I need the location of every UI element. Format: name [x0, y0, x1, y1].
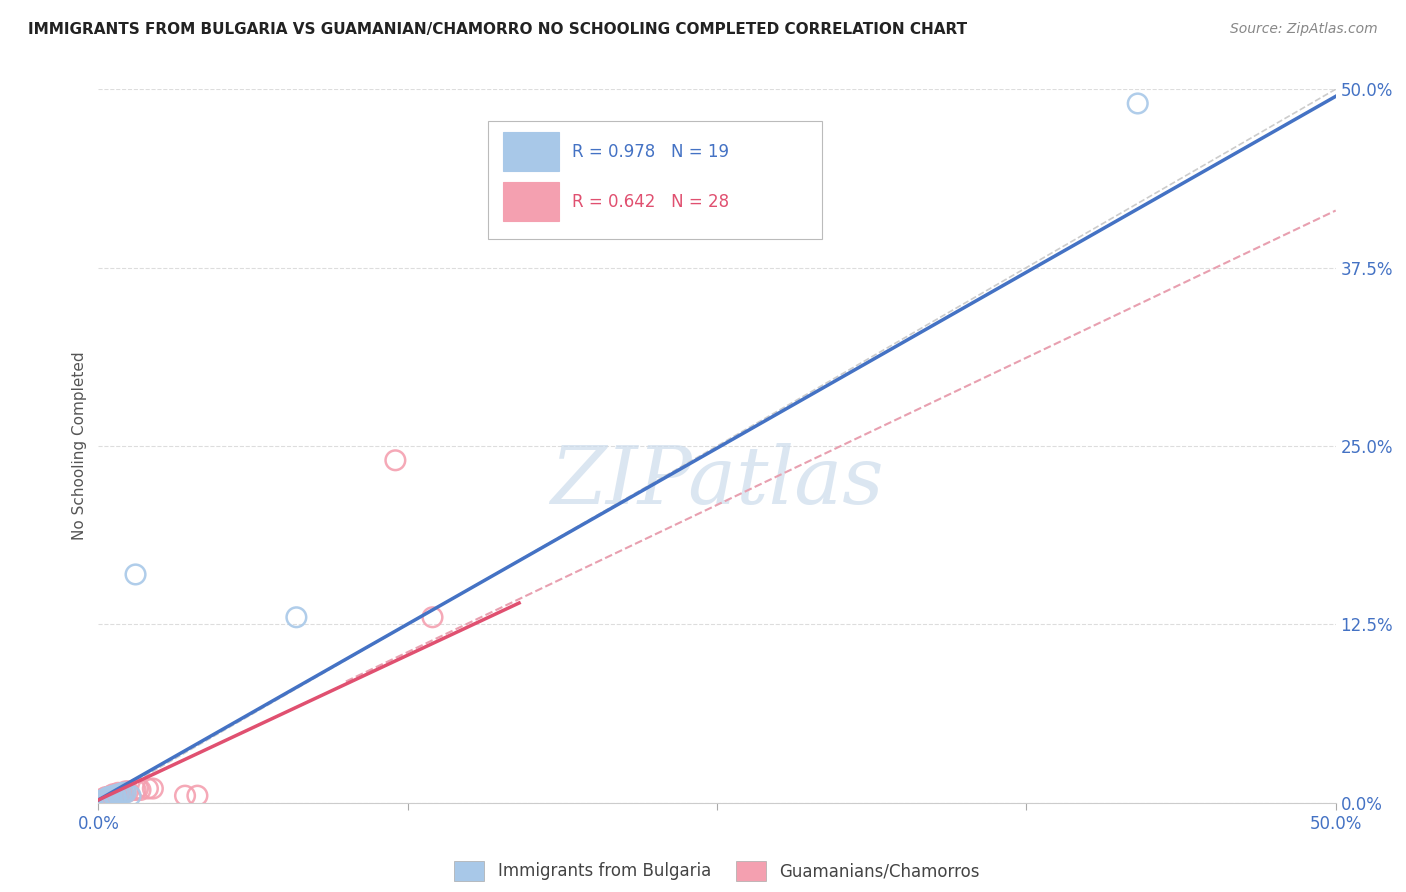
- Point: [112, 786, 135, 800]
- Point: [100, 790, 122, 805]
- Text: R = 0.978   N = 19: R = 0.978 N = 19: [572, 143, 730, 161]
- FancyBboxPatch shape: [488, 121, 823, 239]
- Point: [107, 789, 129, 803]
- Point: [97, 791, 120, 805]
- Point: [93, 791, 115, 805]
- Point: [114, 784, 136, 798]
- Point: [112, 786, 135, 800]
- Point: [93, 793, 115, 807]
- Point: [107, 786, 129, 800]
- Point: [110, 787, 132, 801]
- Point: [93, 793, 115, 807]
- Point: [94, 791, 117, 805]
- Point: [104, 790, 127, 805]
- Point: [129, 783, 152, 797]
- Point: [136, 781, 159, 796]
- Bar: [503, 132, 558, 171]
- Text: R = 0.642   N = 28: R = 0.642 N = 28: [572, 193, 730, 211]
- Text: IMMIGRANTS FROM BULGARIA VS GUAMANIAN/CHAMORRO NO SCHOOLING COMPLETED CORRELATIO: IMMIGRANTS FROM BULGARIA VS GUAMANIAN/CH…: [28, 22, 967, 37]
- Point: [97, 790, 120, 805]
- Point: [127, 781, 149, 796]
- Y-axis label: No Schooling Completed: No Schooling Completed: [72, 351, 87, 541]
- Point: [120, 789, 142, 803]
- Point: [94, 790, 117, 805]
- Point: [90, 793, 112, 807]
- Point: [384, 453, 406, 467]
- Text: ZIPatlas: ZIPatlas: [550, 443, 884, 520]
- Point: [142, 781, 165, 796]
- Point: [100, 789, 122, 803]
- Point: [104, 789, 127, 803]
- Point: [100, 791, 122, 805]
- Point: [94, 791, 117, 805]
- Point: [104, 787, 127, 801]
- Point: [117, 784, 139, 798]
- Point: [110, 787, 132, 801]
- Point: [114, 786, 136, 800]
- Bar: [503, 182, 558, 221]
- Point: [94, 793, 117, 807]
- Point: [90, 794, 112, 808]
- Point: [422, 610, 444, 624]
- Point: [124, 783, 146, 797]
- Point: [97, 791, 120, 805]
- Point: [103, 789, 125, 803]
- Legend: Immigrants from Bulgaria, Guamanians/Chamorros: Immigrants from Bulgaria, Guamanians/Cha…: [447, 855, 987, 888]
- Point: [97, 790, 120, 805]
- Point: [90, 794, 112, 808]
- Point: [186, 789, 208, 803]
- Point: [107, 787, 129, 801]
- Text: Source: ZipAtlas.com: Source: ZipAtlas.com: [1230, 22, 1378, 37]
- Point: [100, 790, 122, 805]
- Point: [174, 789, 197, 803]
- Point: [103, 787, 125, 801]
- Point: [285, 610, 308, 624]
- Point: [1126, 96, 1149, 111]
- Point: [124, 567, 146, 582]
- Point: [103, 789, 125, 803]
